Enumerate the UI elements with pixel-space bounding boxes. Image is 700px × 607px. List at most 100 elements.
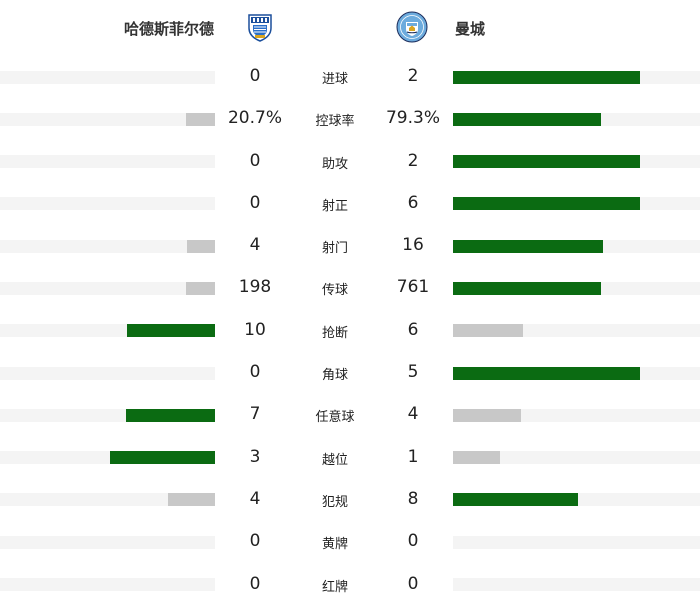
away-stat-value: 4: [407, 404, 419, 425]
home-bar-track: [0, 408, 215, 422]
home-stat-value: 3: [249, 446, 261, 467]
away-stat-value: 6: [407, 319, 419, 340]
away-stat-bar: [453, 324, 523, 338]
stat-row: 3 越位 1: [0, 437, 700, 479]
home-bar-track: [0, 493, 215, 507]
home-stat-value: 4: [249, 488, 261, 509]
stat-label: 任意球: [315, 410, 355, 426]
stat-row: 4 犯规 8: [0, 479, 700, 521]
stat-row: 10 抢断 6: [0, 310, 700, 352]
home-stat-value: 0: [249, 66, 261, 86]
away-bar-track: [453, 324, 700, 338]
away-stat-bar: [453, 493, 578, 507]
home-bar-track: [0, 366, 215, 380]
away-stat-bar: [453, 366, 640, 380]
home-team-name: 哈德斯菲尔德: [123, 20, 214, 38]
stat-row: 0 进球 2: [0, 56, 700, 98]
away-stat-bar: [453, 70, 640, 84]
away-stat-value: 1: [407, 446, 419, 467]
away-bar-track: [453, 451, 700, 465]
home-stat-bar: [168, 493, 215, 507]
away-stat-bar: [453, 112, 601, 126]
away-stat-bar: [453, 451, 500, 465]
away-bar-track: [453, 197, 700, 211]
match-header: 哈德斯菲尔德 曼城: [0, 0, 700, 56]
stat-row: 198 传球 761: [0, 267, 700, 309]
stat-label: 传球: [321, 283, 348, 299]
stat-label: 红牌: [321, 579, 348, 595]
away-bar-track: [453, 408, 700, 422]
home-bar-track: [0, 535, 215, 549]
stat-label: 黄牌: [321, 537, 348, 553]
stat-label: 射门: [321, 241, 348, 257]
stat-label: 犯规: [321, 494, 348, 510]
away-stat-value: 2: [407, 150, 419, 171]
away-stat-bar: [453, 408, 521, 422]
home-bar-track: [0, 70, 215, 84]
away-bar-track: [453, 281, 700, 295]
home-stat-value: 10: [244, 319, 266, 340]
stat-row: 0 红牌 0: [0, 564, 700, 606]
stat-label: 抢断: [321, 325, 348, 341]
away-stat-value: 0: [407, 573, 419, 594]
stat-label: 射正: [321, 198, 348, 214]
home-stat-value: 0: [249, 531, 261, 552]
stat-row: 0 黄牌 0: [0, 521, 700, 563]
away-stat-bar: [453, 197, 640, 211]
home-stat-value: 0: [249, 362, 261, 383]
stat-label: 越位: [321, 452, 348, 468]
away-bar-track: [453, 366, 700, 380]
home-bar-track: [0, 281, 215, 295]
away-stat-value: 6: [407, 192, 419, 213]
home-stat-bar: [186, 281, 215, 295]
home-stat-bar: [187, 239, 215, 253]
away-bar-track: [453, 155, 700, 169]
home-stat-bar: [126, 408, 215, 422]
home-bar-track: [0, 197, 215, 211]
away-stat-value: 2: [407, 66, 419, 86]
stat-label: 角球: [321, 368, 348, 384]
stat-row: 4 射门 16: [0, 225, 700, 267]
away-stat-value: 0: [407, 531, 419, 552]
stat-row: 20.7% 控球率 79.3%: [0, 98, 700, 140]
away-stat-value: 761: [396, 277, 430, 298]
home-stat-value: 20.7%: [227, 108, 282, 129]
away-bar-track: [453, 535, 700, 549]
stat-row: 0 角球 5: [0, 352, 700, 394]
home-stat-bar: [110, 451, 215, 465]
away-stat-value: 8: [407, 488, 419, 509]
away-bar-track: [453, 112, 700, 126]
home-stat-value: 198: [238, 277, 272, 298]
away-bar-track: [453, 493, 700, 507]
stat-label: 助攻: [321, 156, 348, 172]
home-bar-track: [0, 578, 215, 592]
stat-label: 进球: [321, 72, 348, 87]
home-stat-bar: [127, 324, 215, 338]
away-stat-bar: [453, 281, 601, 295]
huddersfield-crest-icon: [248, 14, 272, 42]
away-bar-track: [453, 70, 700, 84]
home-bar-track: [0, 451, 215, 465]
home-bar-track: [0, 324, 215, 338]
home-stat-value: 4: [249, 235, 261, 256]
home-stat-value: 7: [249, 404, 261, 425]
away-bar-track: [453, 239, 700, 253]
away-stat-value: 16: [402, 235, 424, 256]
home-stat-bar: [186, 112, 215, 126]
away-team-name: 曼城: [455, 20, 486, 38]
stat-row: 0 射正 6: [0, 183, 700, 225]
away-stat-bar: [453, 155, 640, 169]
stat-label: 控球率: [315, 114, 355, 130]
home-bar-track: [0, 155, 215, 169]
stats-table: 0 进球 2 20.7% 控球率 79.3% 0 助攻 2 0 射正 6 4 射门 16 198 传球 761 10…: [0, 56, 700, 606]
home-stat-value: 0: [249, 192, 261, 213]
home-stat-value: 0: [249, 150, 261, 171]
stat-row: 0 助攻 2: [0, 141, 700, 183]
stat-row: 7 任意球 4: [0, 394, 700, 436]
home-bar-track: [0, 239, 215, 253]
away-stat-value: 5: [407, 362, 419, 383]
home-bar-track: [0, 112, 215, 126]
away-bar-track: [453, 578, 700, 592]
away-stat-value: 79.3%: [385, 108, 440, 129]
man-city-crest-icon: [396, 11, 428, 43]
